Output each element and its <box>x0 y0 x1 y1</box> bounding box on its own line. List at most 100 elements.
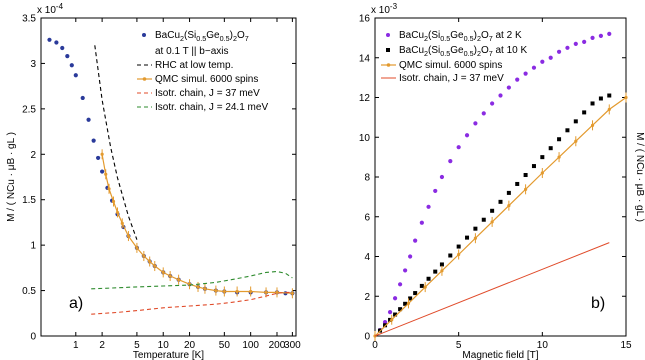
x-tick-label: 100 <box>242 340 259 351</box>
data-point <box>540 155 545 160</box>
data-point <box>557 137 562 142</box>
data-point <box>440 269 444 273</box>
legend-label: BaCu2(Si0.5Ge0.5)2O7 at 2 K <box>399 30 522 43</box>
data-point <box>406 301 411 306</box>
data-point <box>540 171 544 175</box>
data-point <box>473 236 477 240</box>
series-line <box>374 242 610 337</box>
data-point <box>548 146 553 151</box>
data-point <box>383 323 388 328</box>
data-point <box>433 269 438 274</box>
data-point <box>523 173 528 178</box>
y-tick-label: 0.5 <box>22 286 36 297</box>
x-tick-label: 50 <box>219 340 231 351</box>
data-point <box>392 296 398 301</box>
data-point <box>624 95 628 100</box>
data-point <box>390 318 394 322</box>
data-point <box>565 128 570 133</box>
legend-marker <box>386 33 390 37</box>
series-line <box>94 45 138 240</box>
panel-label: a) <box>69 295 83 312</box>
data-point <box>506 85 511 90</box>
data-point <box>290 291 294 295</box>
data-point <box>582 110 587 115</box>
data-point <box>507 204 511 208</box>
data-point <box>413 238 418 243</box>
data-point <box>69 63 74 68</box>
data-point <box>598 96 603 101</box>
y-tick-label: 6 <box>364 212 370 223</box>
data-point <box>531 65 537 70</box>
data-point <box>456 244 461 249</box>
data-point <box>607 93 612 98</box>
data-point <box>86 117 91 122</box>
data-point <box>398 282 403 287</box>
panel-label: b) <box>591 295 605 312</box>
series-line <box>91 291 293 315</box>
y-tick-label: 1.5 <box>22 195 36 206</box>
data-point <box>490 220 494 224</box>
y-tick-label: 3 <box>30 59 36 70</box>
data-point <box>398 307 403 312</box>
data-point <box>607 31 612 36</box>
data-point <box>142 254 146 258</box>
x-axis-label: Magnetic field [T] <box>462 350 538 360</box>
y-tick-label: 8 <box>364 173 370 184</box>
x-tick-label: 20 <box>184 340 196 351</box>
data-point <box>387 310 393 315</box>
x-tick-label: 10 <box>537 340 549 351</box>
y-multiplier: x 10-3 <box>371 2 398 16</box>
legend-marker <box>386 48 390 52</box>
data-point <box>168 274 172 278</box>
data-point <box>565 45 570 50</box>
data-point <box>524 187 528 191</box>
data-point <box>222 289 226 294</box>
data-point <box>115 210 120 215</box>
legend-label: Isotr. chain, J = 24.1 meV <box>155 102 268 113</box>
data-point <box>264 290 268 294</box>
legend-marker <box>142 77 147 81</box>
legend-label: QMC simul. 6000 spins <box>155 74 258 85</box>
y-tick-label: 10 <box>359 133 371 144</box>
y-tick-label: 2 <box>364 292 370 303</box>
data-point <box>557 155 561 159</box>
data-point <box>100 152 104 156</box>
data-point <box>574 139 578 143</box>
y-axis-label: M / ( NCu · μB · gL ) <box>6 132 17 222</box>
y-tick-label: 2.5 <box>22 104 36 115</box>
data-point <box>607 107 611 112</box>
data-point <box>433 188 438 194</box>
y-multiplier: x 10-4 <box>37 2 64 16</box>
data-point <box>490 208 495 213</box>
data-point <box>65 54 70 59</box>
data-point <box>408 296 413 301</box>
y-tick-label: 4 <box>364 252 370 263</box>
data-point <box>177 278 181 282</box>
legend: BaCu2(Si0.5Ge0.5)2O7 at 2 K BaCu2(Si0.5Ge… <box>381 30 528 84</box>
legend-label: BaCu2(Si0.5Ge0.5)2O7 <box>155 30 249 43</box>
data-point <box>531 164 536 169</box>
data-point <box>582 39 587 44</box>
data-point <box>590 123 595 127</box>
data-point <box>126 234 131 238</box>
legend-marker <box>142 33 146 37</box>
data-point <box>408 254 413 259</box>
data-point <box>590 101 595 106</box>
plot-frame <box>374 17 627 337</box>
data-point <box>419 283 424 288</box>
data-point <box>100 169 105 174</box>
data-point <box>235 289 239 294</box>
data-point <box>490 101 495 106</box>
data-point <box>465 235 470 240</box>
data-point <box>556 49 562 54</box>
data-point <box>403 268 408 273</box>
data-point <box>523 71 528 76</box>
data-point <box>54 40 59 45</box>
x-tick-label: 1 <box>73 340 79 351</box>
x-tick-label: 300 <box>284 340 301 351</box>
legend-label: Isotr. chain, J = 37 meV <box>399 73 504 84</box>
data-point <box>573 41 578 46</box>
data-point <box>388 317 393 322</box>
